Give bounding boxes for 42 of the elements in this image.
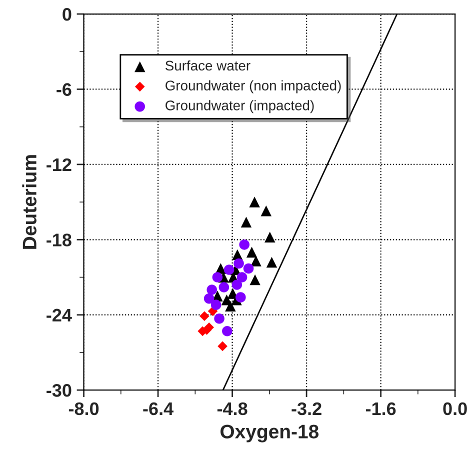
point xyxy=(240,216,252,228)
point xyxy=(206,284,218,295)
point xyxy=(212,272,223,282)
point xyxy=(250,274,260,286)
y-tick-label: 0 xyxy=(62,8,72,21)
x-tick-label: -1.6 xyxy=(366,402,396,416)
point xyxy=(218,341,228,352)
point xyxy=(250,256,262,266)
point xyxy=(236,272,248,282)
point xyxy=(260,205,272,216)
legend-label: Groundwater (non impacted) xyxy=(166,80,341,94)
point xyxy=(225,300,236,312)
legend-label: Groundwater (impacted) xyxy=(166,100,314,114)
point xyxy=(210,300,222,310)
point xyxy=(235,292,246,302)
x-tick-label: -6.4 xyxy=(143,402,174,416)
point xyxy=(243,263,254,274)
y-tick-label: -12 xyxy=(46,158,72,171)
point xyxy=(266,256,278,268)
y-axis-title: Deuterium xyxy=(22,155,36,249)
point xyxy=(239,240,250,250)
y-tick-label: -6 xyxy=(56,83,72,96)
x-tick-label: -3.2 xyxy=(292,402,322,416)
point xyxy=(234,258,244,269)
point xyxy=(224,264,234,275)
x-tick-label: -8.0 xyxy=(68,402,99,416)
point xyxy=(218,282,230,292)
point xyxy=(246,246,258,258)
point xyxy=(264,232,276,243)
point xyxy=(232,280,242,290)
x-tick-label: 0.0 xyxy=(443,402,467,416)
point xyxy=(200,311,210,322)
y-tick-label: -30 xyxy=(46,384,72,397)
x-tick-label: -4.8 xyxy=(217,402,248,416)
point xyxy=(249,196,260,208)
y-tick-label: -24 xyxy=(46,308,72,322)
point xyxy=(222,326,232,336)
point xyxy=(204,293,214,304)
legend-label: Surface water xyxy=(166,60,250,71)
x-axis-title: Oxygen-18 xyxy=(220,424,319,442)
y-tick-label: -18 xyxy=(46,234,72,246)
point xyxy=(214,313,224,324)
